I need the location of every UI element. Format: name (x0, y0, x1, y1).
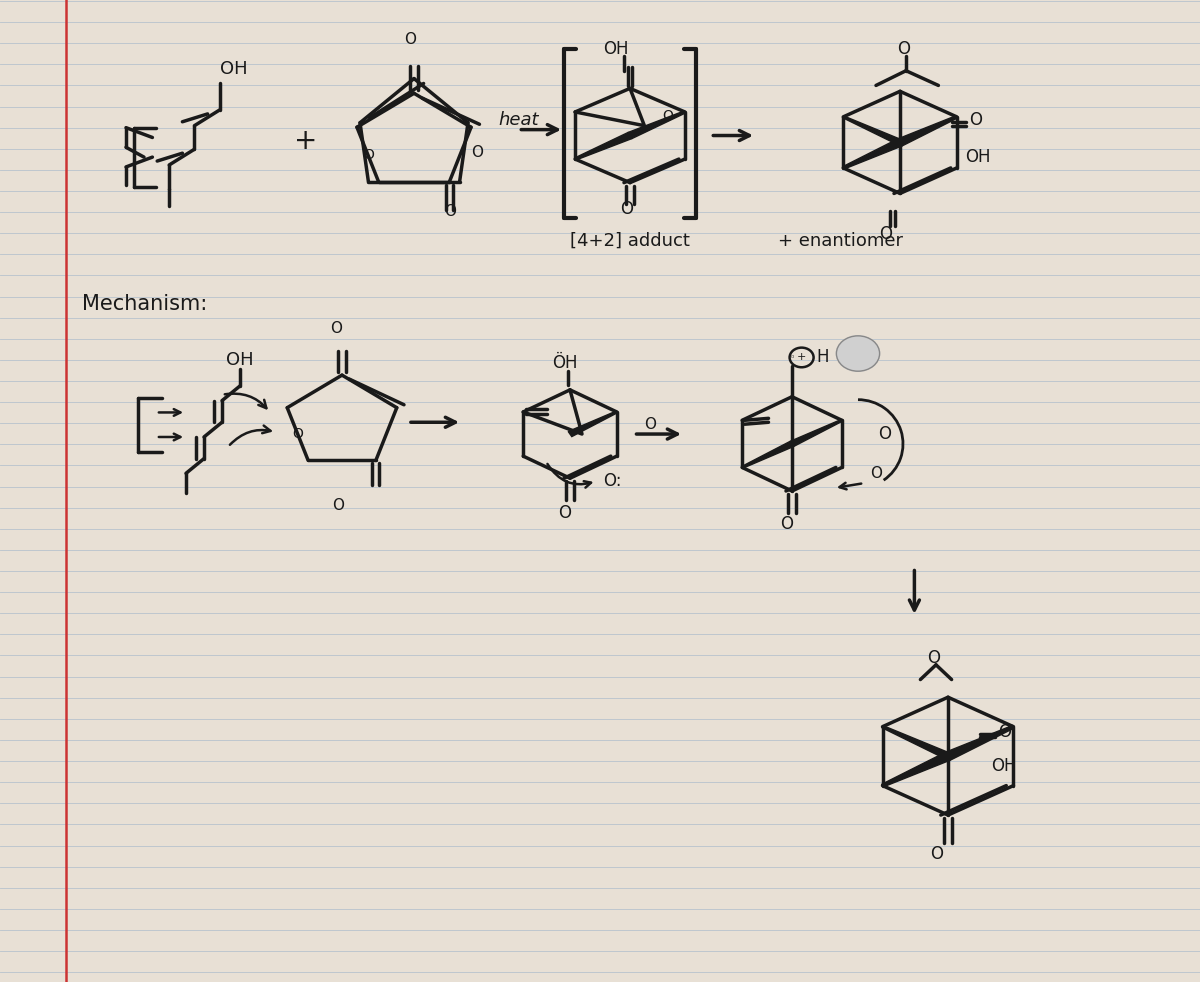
Text: Mechanism:: Mechanism: (82, 295, 206, 314)
Text: OH: OH (226, 352, 253, 369)
Polygon shape (742, 441, 794, 468)
Text: +: + (797, 353, 806, 362)
Text: OH: OH (604, 40, 629, 58)
Text: O: O (472, 144, 484, 160)
Text: O: O (362, 147, 374, 162)
Polygon shape (790, 419, 842, 447)
Text: O: O (791, 355, 793, 359)
Text: ÖH: ÖH (552, 355, 577, 372)
Text: O: O (928, 649, 941, 667)
Polygon shape (628, 111, 685, 138)
Text: OH: OH (220, 60, 247, 78)
Circle shape (836, 336, 880, 371)
Polygon shape (575, 133, 632, 160)
Text: heat: heat (498, 111, 539, 129)
Text: O: O (330, 321, 342, 337)
Text: [4+2] adduct: [4+2] adduct (570, 232, 690, 249)
Text: O: O (644, 416, 656, 432)
Text: O: O (898, 40, 911, 58)
Text: O: O (444, 204, 456, 219)
Text: O: O (880, 225, 893, 243)
Text: O: O (878, 425, 892, 443)
Text: O: O (332, 498, 344, 514)
Polygon shape (569, 411, 617, 437)
Text: O: O (870, 465, 882, 481)
Text: O: O (780, 516, 793, 533)
Text: O: O (930, 846, 943, 863)
Text: H: H (816, 349, 828, 366)
Polygon shape (898, 116, 958, 146)
Polygon shape (946, 726, 1014, 760)
Text: O: O (620, 200, 634, 218)
Polygon shape (882, 726, 950, 759)
Polygon shape (842, 116, 901, 145)
Polygon shape (882, 752, 950, 787)
Text: O: O (404, 31, 416, 47)
Text: O:: O: (604, 472, 622, 490)
Text: O: O (662, 109, 673, 123)
Text: O: O (292, 427, 302, 441)
Text: O: O (998, 723, 1012, 740)
Text: +: + (294, 128, 318, 155)
Text: OH: OH (991, 757, 1016, 775)
Text: OH: OH (965, 148, 990, 166)
Text: O: O (558, 504, 571, 521)
Text: O: O (970, 111, 983, 129)
Text: + enantiomer: + enantiomer (778, 232, 902, 249)
Polygon shape (842, 138, 902, 169)
